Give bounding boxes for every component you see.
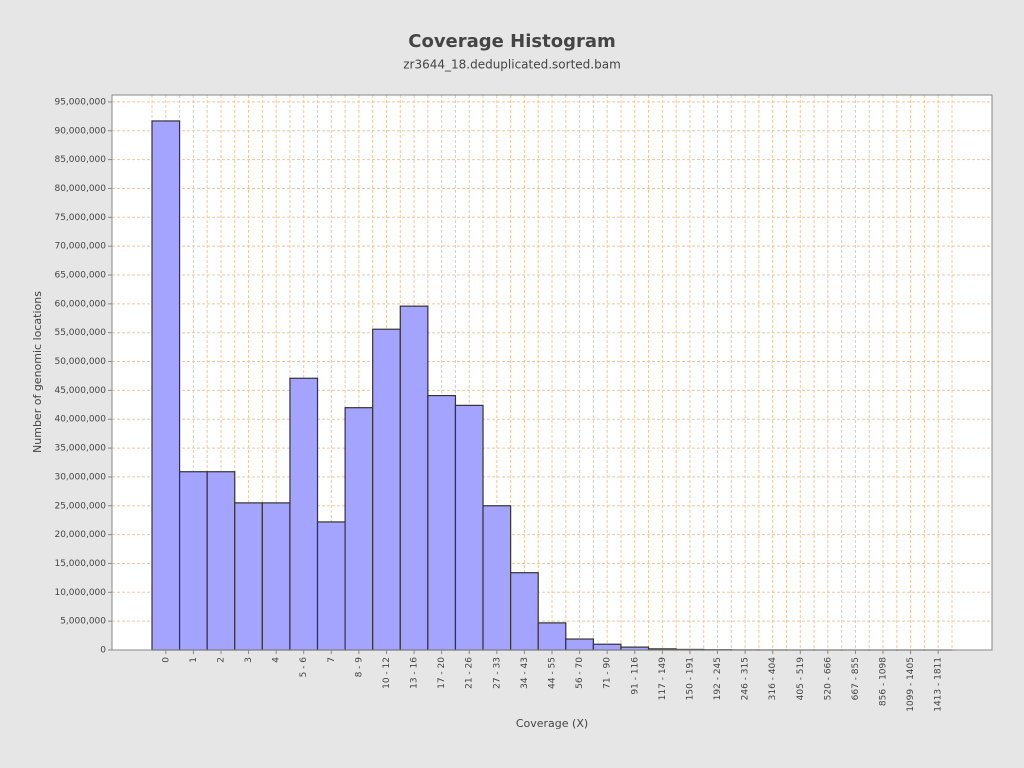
x-tick-label: 10 - 12 (382, 657, 392, 689)
x-tick-label: 1099 - 1405 (906, 657, 916, 712)
x-tick-label: 71 - 90 (603, 657, 613, 689)
x-tick-label: 117 - 149 (658, 657, 668, 701)
x-tick-label: 2 (216, 657, 226, 663)
x-tick-label: 1413 - 1811 (934, 657, 944, 712)
y-tick-label: 60,000,000 (54, 299, 106, 309)
y-axis-label: Number of genomic locations (31, 291, 44, 453)
x-tick-label: 0 (161, 657, 171, 663)
x-tick-label: 405 - 519 (796, 657, 806, 701)
y-tick-label: 95,000,000 (54, 97, 106, 107)
y-tick-label: 20,000,000 (54, 530, 106, 540)
y-tick-label: 0 (100, 646, 106, 656)
x-tick-label: 17 - 20 (437, 657, 447, 689)
y-tick-label: 25,000,000 (54, 501, 106, 511)
x-tick-label: 56 - 70 (575, 657, 585, 689)
x-tick-label: 21 - 26 (465, 657, 475, 689)
bar (206, 471, 236, 651)
y-tick-label: 75,000,000 (54, 213, 106, 223)
bar (316, 521, 346, 651)
plot-border (111, 94, 993, 651)
x-tick-label: 856 - 1098 (879, 657, 889, 706)
bar (399, 305, 429, 651)
y-tick-label: 35,000,000 (54, 444, 106, 454)
bar (344, 407, 374, 651)
bar (372, 328, 401, 651)
bar (178, 471, 208, 651)
bar (510, 572, 539, 651)
y-tick-label: 50,000,000 (54, 357, 106, 367)
bar (427, 394, 457, 651)
x-tick-label: 7 (327, 657, 337, 663)
bar (261, 502, 291, 651)
x-axis-label: Coverage (X) (516, 717, 588, 730)
bar (592, 643, 622, 651)
x-tick-label: 520 - 666 (823, 657, 833, 701)
x-tick-label: 316 - 404 (768, 657, 778, 701)
y-tick-label: 55,000,000 (54, 328, 106, 338)
y-tick-label: 70,000,000 (54, 242, 106, 252)
bar (234, 502, 263, 651)
y-tick-label: 85,000,000 (54, 155, 106, 165)
x-tick-label: 192 - 245 (713, 657, 723, 700)
y-tick-label: 45,000,000 (54, 386, 106, 396)
x-tick-label: 246 - 315 (741, 657, 751, 700)
chart-subtitle: zr3644_18.deduplicated.sorted.bam (403, 58, 621, 72)
bar (454, 404, 484, 651)
bar (537, 622, 567, 651)
y-tick-label: 30,000,000 (54, 472, 106, 482)
x-tick-label: 3 (244, 657, 254, 663)
y-tick-label: 40,000,000 (54, 415, 106, 425)
x-tick-label: 4 (272, 657, 282, 663)
x-tick-label: 667 - 855 (851, 657, 861, 700)
x-tick-label: 13 - 16 (410, 657, 420, 689)
bar (565, 638, 594, 651)
x-tick-label: 5 - 6 (299, 657, 309, 678)
y-tick-label: 90,000,000 (54, 126, 106, 136)
bar (151, 120, 181, 651)
x-tick-label: 150 - 191 (685, 657, 695, 700)
y-tick-label: 10,000,000 (54, 588, 106, 598)
y-tick-label: 15,000,000 (54, 559, 106, 569)
bar (482, 505, 512, 651)
bar (289, 377, 319, 651)
y-tick-label: 65,000,000 (54, 271, 106, 281)
y-tick-label: 80,000,000 (54, 184, 106, 194)
x-tick-label: 34 - 43 (520, 657, 530, 689)
chart-title: Coverage Histogram (408, 31, 615, 52)
x-tick-label: 91 - 116 (630, 657, 640, 695)
x-tick-label: 8 - 9 (354, 657, 364, 678)
x-tick-label: 1 (189, 657, 199, 663)
x-tick-label: 27 - 33 (492, 657, 502, 689)
x-tick-label: 44 - 55 (548, 657, 558, 689)
y-tick-label: 5,000,000 (60, 617, 106, 627)
